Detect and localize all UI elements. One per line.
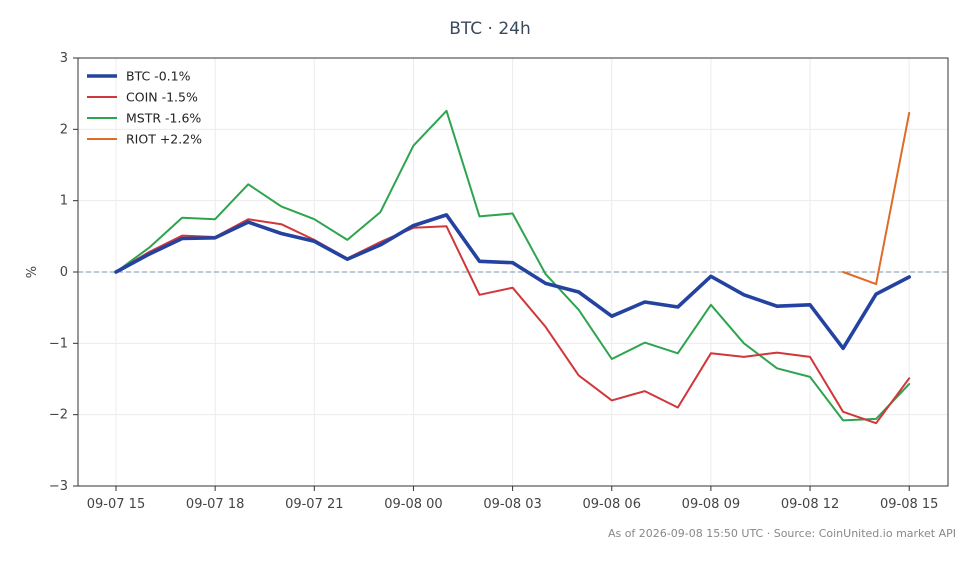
legend-label-riot: RIOT +2.2% <box>126 132 202 147</box>
legend: BTC -0.1% COIN -1.5% MSTR -1.6% RIOT +2.2% <box>87 69 202 147</box>
x-axis: 09-07 15 09-07 18 09-07 21 09-08 00 09-08 03… <box>87 486 938 512</box>
y-tick-label: −2 <box>49 408 68 423</box>
x-tick-label: 09-08 12 <box>781 497 839 512</box>
y-tick-label: −3 <box>49 479 68 494</box>
legend-label-coin: COIN -1.5% <box>126 90 198 105</box>
x-tick-label: 09-08 09 <box>682 497 740 512</box>
series-line-mstr <box>115 109 911 422</box>
y-tick-label: 1 <box>60 194 68 209</box>
source-note: As of 2026-09-08 15:50 UTC · Source: Coi… <box>607 527 956 540</box>
x-tick-label: 09-07 21 <box>285 497 343 512</box>
series-line-riot <box>842 111 911 286</box>
chart-title: BTC · 24h <box>449 19 531 39</box>
series-lines <box>114 109 911 425</box>
legend-label-btc: BTC -0.1% <box>126 69 191 84</box>
legend-label-mstr: MSTR -1.6% <box>126 111 201 126</box>
x-tick-label: 09-08 03 <box>483 497 541 512</box>
y-tick-label: 0 <box>60 265 68 280</box>
y-tick-label: 2 <box>60 122 68 137</box>
x-tick-label: 09-08 06 <box>583 497 641 512</box>
y-axis-label: % <box>25 266 40 278</box>
series-line-coin <box>115 218 911 425</box>
x-tick-label: 09-07 15 <box>87 497 145 512</box>
x-tick-label: 09-08 15 <box>880 497 938 512</box>
y-axis: 3 2 1 0 −1 −2 −3 <box>49 51 78 494</box>
y-tick-label: 3 <box>60 51 68 66</box>
y-tick-label: −1 <box>49 336 68 351</box>
x-tick-label: 09-08 00 <box>384 497 442 512</box>
x-tick-label: 09-07 18 <box>186 497 244 512</box>
series-line-btc <box>114 213 911 351</box>
